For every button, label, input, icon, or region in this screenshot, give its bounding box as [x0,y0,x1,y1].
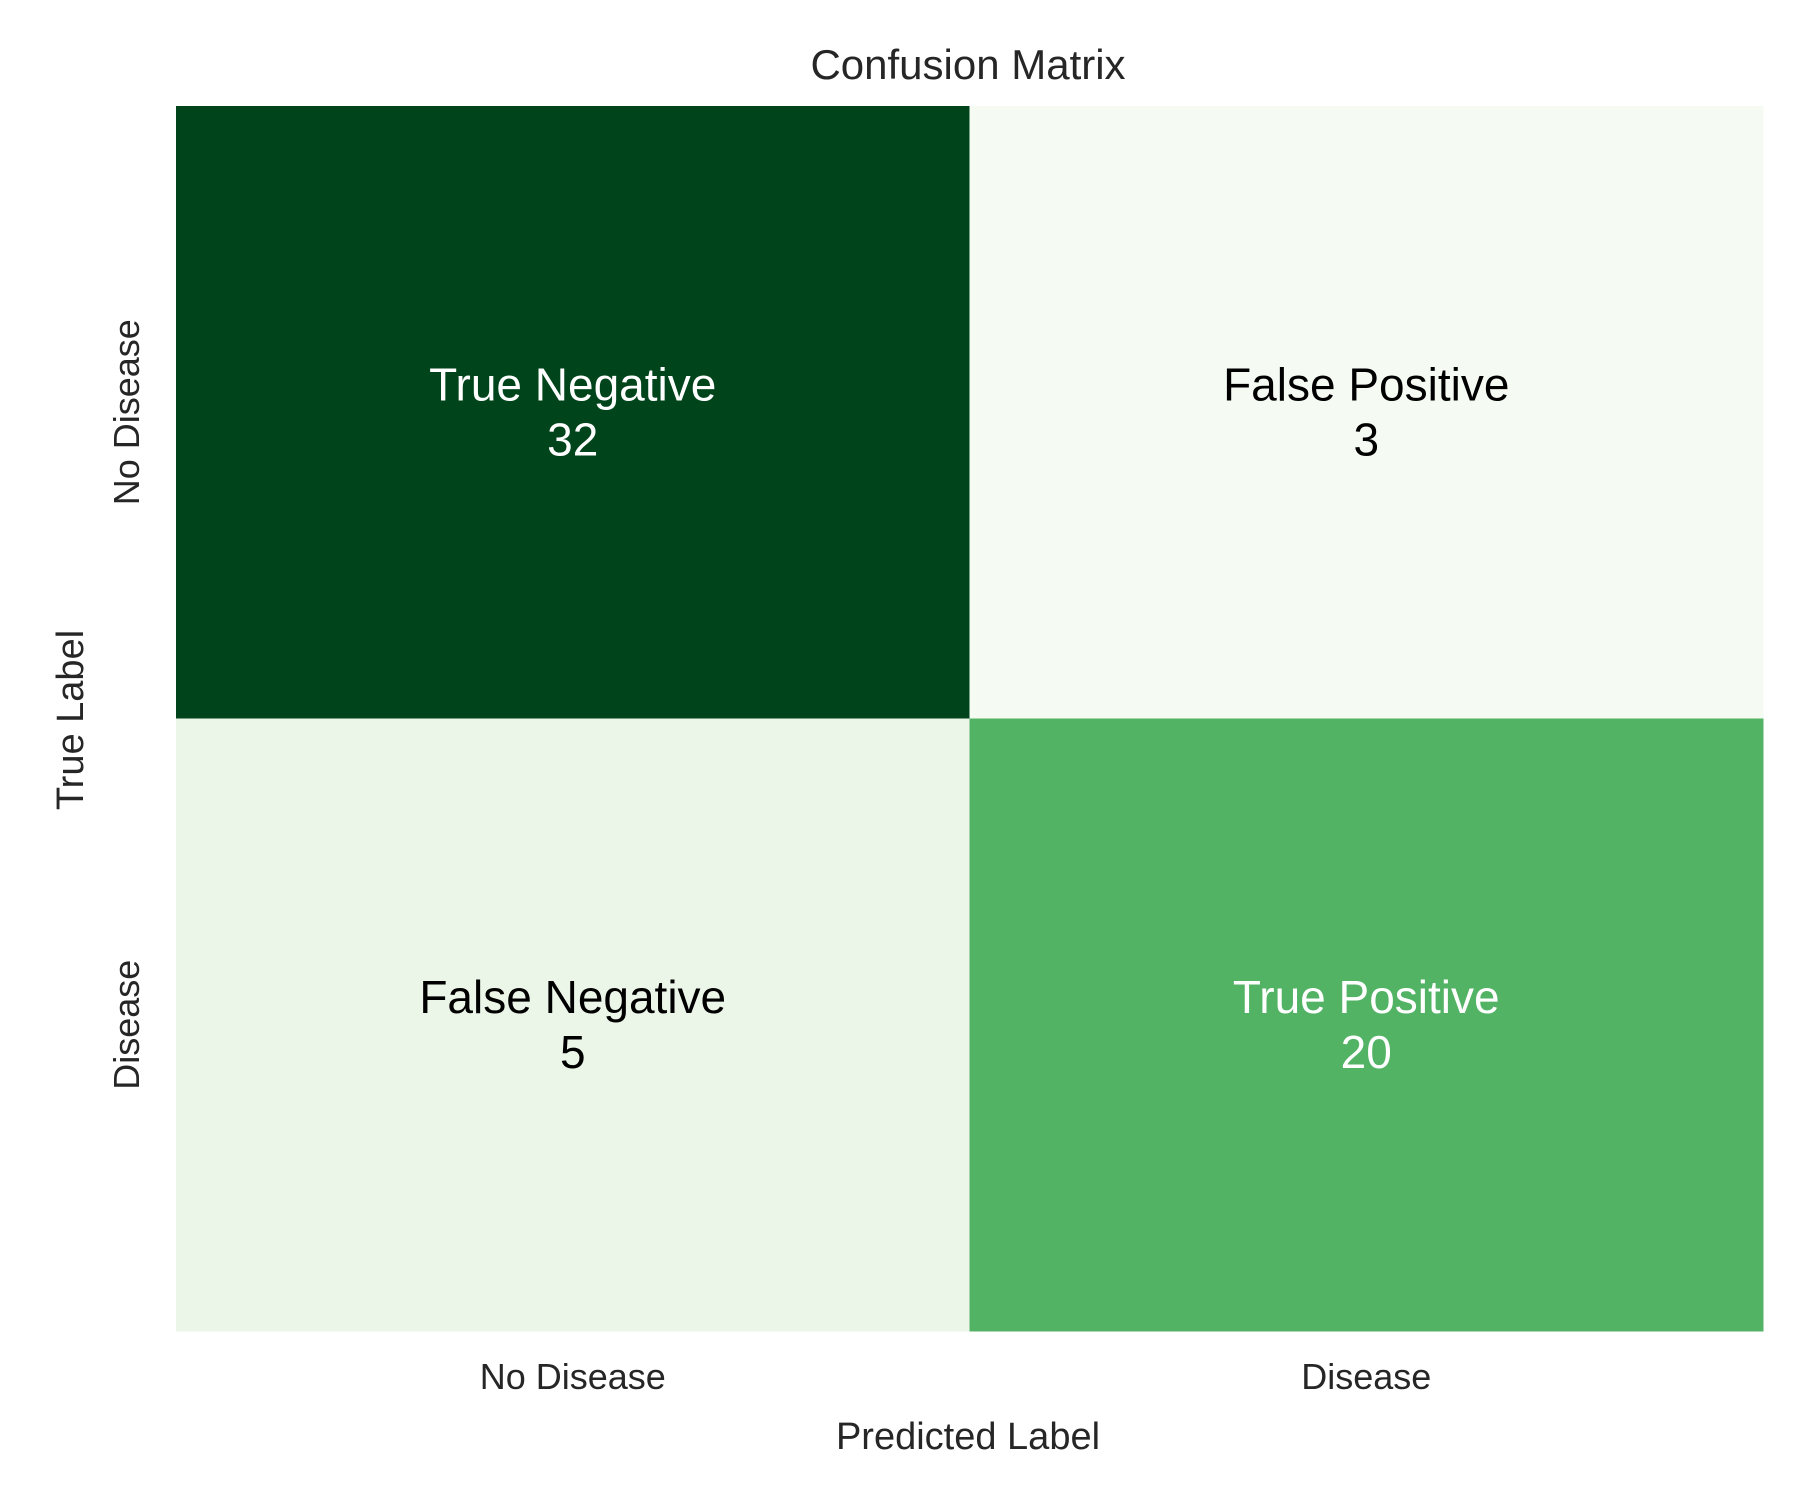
x-axis-label: Predicted Label [836,1416,1100,1458]
heatmap-cell-false-negative [176,718,970,1332]
x-tick-label-disease: Disease [1301,1356,1431,1397]
y-tick-label-no-disease: No Disease [106,319,147,505]
cell-label-true-positive: True Positive [1233,971,1500,1023]
x-tick-label-no-disease: No Disease [480,1356,666,1397]
cell-label-false-positive: False Positive [1223,358,1509,410]
x-axis-ticks: No Disease Disease [480,1356,1432,1397]
y-tick-label-disease: Disease [106,960,147,1090]
heatmap-cell-true-negative [176,106,970,719]
heatmap-cells [176,106,1764,1332]
heatmap-cell-false-positive [969,106,1764,719]
heatmap-cell-true-positive [969,718,1764,1332]
y-axis-ticks: No Disease Disease [106,319,147,1090]
cell-value-true-negative: 32 [547,413,598,465]
y-axis-label: True Label [50,630,92,810]
cell-value-false-positive: 3 [1353,413,1379,465]
cell-value-false-negative: 5 [560,1026,586,1078]
cell-label-false-negative: False Negative [419,971,726,1023]
cell-label-true-negative: True Negative [429,358,716,410]
chart-title: Confusion Matrix [810,41,1125,88]
cell-value-true-positive: 20 [1341,1026,1392,1078]
